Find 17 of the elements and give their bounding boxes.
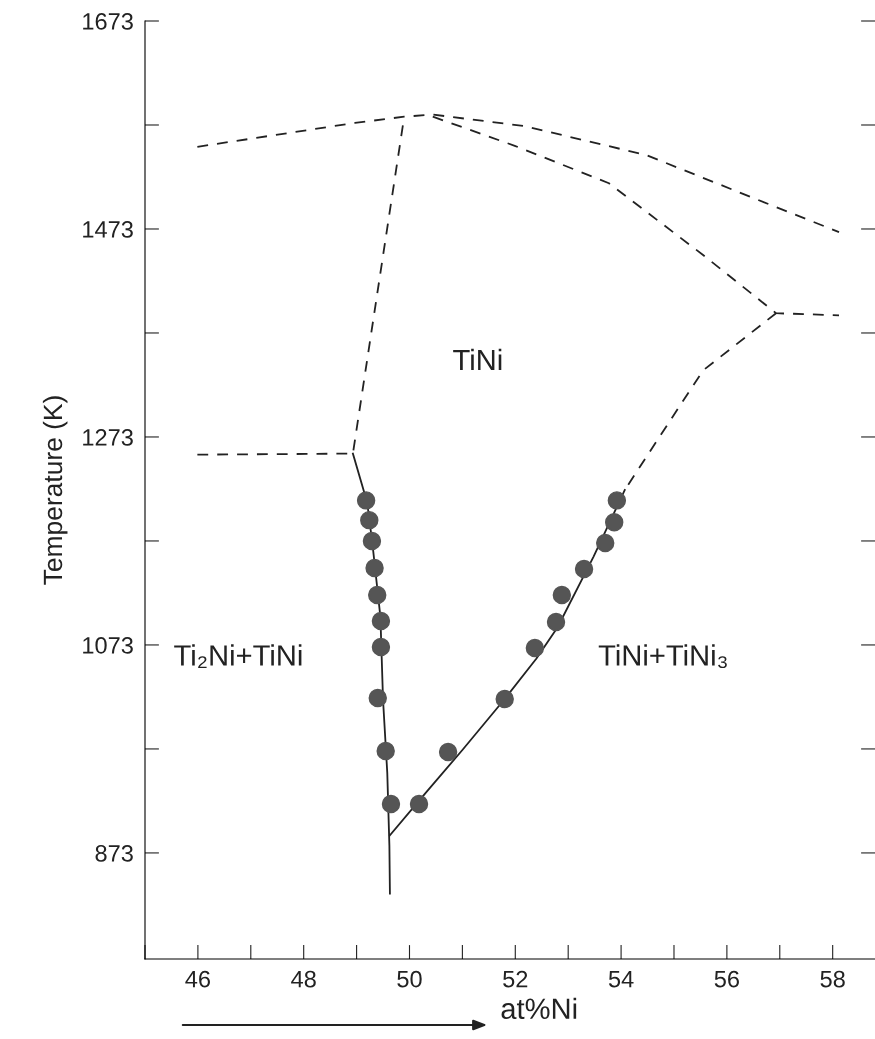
y-tick-label: 873 — [95, 845, 133, 862]
x-tick-label: 56 — [714, 970, 739, 988]
annotation: TiNi+TiNi₃ — [598, 644, 727, 669]
y-tick-label: 1473 — [83, 221, 133, 238]
y-tick-label: 1673 — [83, 13, 133, 30]
x-tick-label: 50 — [397, 970, 422, 988]
x-tick-label: 46 — [185, 970, 210, 988]
y-tick-label: 1073 — [83, 637, 133, 654]
annotation: TiNi — [453, 348, 502, 370]
x-tick-label: 52 — [503, 970, 528, 988]
x-tick-label: 54 — [608, 970, 634, 988]
y-tick-label: 1273 — [83, 429, 133, 446]
annotation: Ti₂Ni+TiNi — [174, 644, 302, 668]
y-axis-title: Temperature (K) — [42, 396, 68, 585]
x-axis-title: at%Ni — [501, 997, 577, 1020]
x-tick-label: 58 — [820, 970, 845, 988]
x-tick-label: 48 — [291, 970, 316, 988]
